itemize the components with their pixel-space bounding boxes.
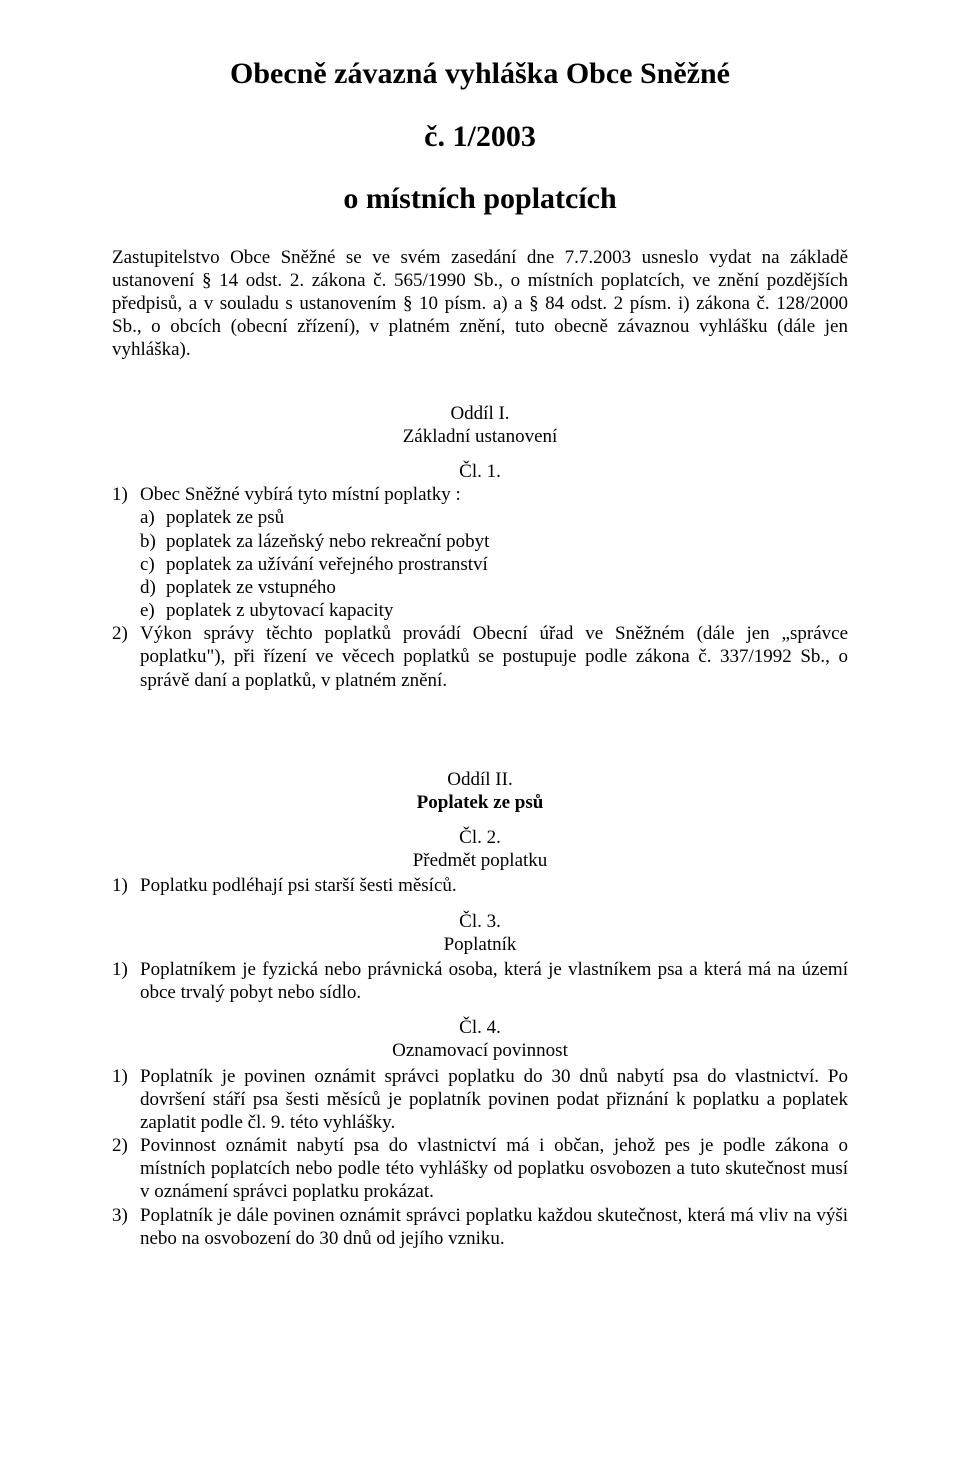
article-1-list: 1) Obec Sněžné vybírá tyto místní poplat… — [112, 483, 848, 692]
section-1-subtitle: Základní ustanovení — [112, 425, 848, 448]
section-1-heading: Oddíl I. — [112, 402, 848, 425]
list-number: 3) — [112, 1204, 140, 1250]
list-number: 2) — [112, 1134, 140, 1204]
article-4-item-3: Poplatník je dále povinen oznámit správc… — [140, 1204, 848, 1250]
doc-title-main: Obecně závazná vyhláška Obce Sněžné — [112, 56, 848, 93]
article-3-number: Čl. 3. — [112, 910, 848, 933]
list-number: 1) — [112, 958, 140, 1004]
article-4-item-2: Povinnost oznámit nabytí psa do vlastnic… — [140, 1134, 848, 1204]
article-2-list: 1) Poplatku podléhají psi starší šesti m… — [112, 874, 848, 897]
list-number: 1) — [112, 483, 140, 622]
article-1-item-1-intro: Obec Sněžné vybírá tyto místní poplatky … — [140, 483, 848, 506]
preamble-paragraph: Zastupitelstvo Obce Sněžné se ve svém za… — [112, 246, 848, 362]
list-number: 1) — [112, 1065, 140, 1135]
article-3-list: 1) Poplatníkem je fyzická nebo právnická… — [112, 958, 848, 1004]
article-2-number: Čl. 2. — [112, 826, 848, 849]
article-4-number: Čl. 4. — [112, 1016, 848, 1039]
list-number: 2) — [112, 622, 140, 692]
document-page: Obecně závazná vyhláška Obce Sněžné č. 1… — [0, 0, 960, 1468]
article-4-list: 1) Poplatník je povinen oznámit správci … — [112, 1065, 848, 1250]
article-1-item-1d: poplatek ze vstupného — [166, 576, 848, 599]
article-2-title: Předmět poplatku — [112, 849, 848, 872]
article-3-item-1: Poplatníkem je fyzická nebo právnická os… — [140, 958, 848, 1004]
list-letter: d) — [140, 576, 166, 599]
article-1-item-2: Výkon správy těchto poplatků provádí Obe… — [140, 622, 848, 692]
article-1-number: Čl. 1. — [112, 460, 848, 483]
article-4-item-1: Poplatník je povinen oznámit správci pop… — [140, 1065, 848, 1135]
list-letter: e) — [140, 599, 166, 622]
section-2-heading: Oddíl II. — [112, 768, 848, 791]
article-2-item-1: Poplatku podléhají psi starší šesti měsí… — [140, 874, 848, 897]
list-letter: c) — [140, 553, 166, 576]
article-1-item-1a: poplatek ze psů — [166, 506, 848, 529]
list-letter: b) — [140, 530, 166, 553]
article-1-item-1e: poplatek z ubytovací kapacity — [166, 599, 848, 622]
section-2-subtitle: Poplatek ze psů — [112, 791, 848, 814]
article-4-title: Oznamovací povinnost — [112, 1039, 848, 1062]
list-number: 1) — [112, 874, 140, 897]
article-1-item-1c: poplatek za užívání veřejného prostranst… — [166, 553, 848, 576]
doc-title-number: č. 1/2003 — [112, 119, 848, 156]
article-1-item-1b: poplatek za lázeňský nebo rekreační poby… — [166, 530, 848, 553]
list-letter: a) — [140, 506, 166, 529]
doc-title-sub: o místních poplatcích — [112, 181, 848, 218]
article-3-title: Poplatník — [112, 933, 848, 956]
